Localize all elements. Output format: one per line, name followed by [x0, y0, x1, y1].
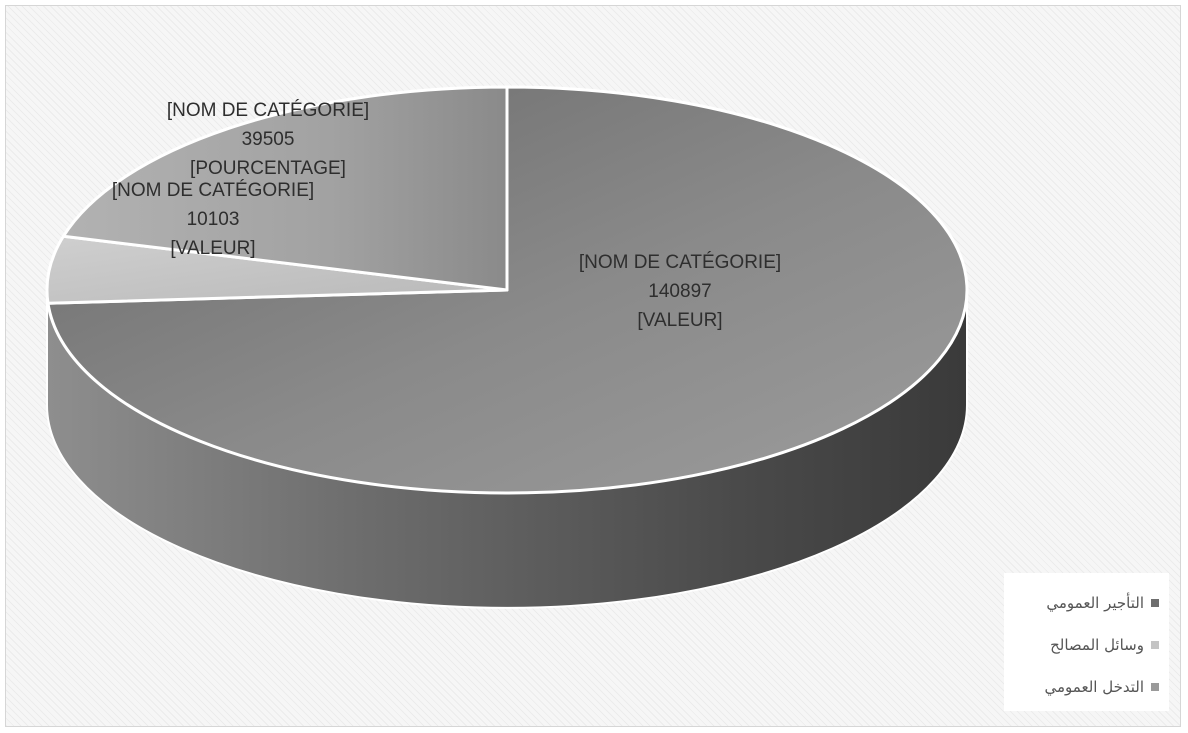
legend: التأجير العمومي وسائل المصالح التدخل العمو…	[1004, 573, 1169, 711]
legend-item-service-means: وسائل المصالح	[1004, 624, 1159, 666]
data-label-line: [NOM DE CATÉGORIE]	[579, 252, 781, 273]
legend-item-public-rental: التأجير العمومي	[1004, 582, 1159, 624]
data-label-line: [POURCENTAGE]	[190, 158, 346, 179]
legend-swatch	[1151, 683, 1159, 691]
data-label-line: [NOM DE CATÉGORIE]	[167, 100, 369, 121]
legend-item-public-intervention: التدخل العمومي	[1004, 666, 1159, 708]
data-label-line: [NOM DE CATÉGORIE]	[112, 180, 314, 201]
data-label-line: [VALEUR]	[170, 238, 255, 259]
pie-top-layer	[47, 87, 967, 493]
data-label-line: 10103	[187, 209, 240, 230]
data-label-line: 39505	[242, 129, 295, 150]
data-label-line: [VALEUR]	[637, 310, 722, 331]
legend-label: وسائل المصالح	[1050, 636, 1144, 654]
data-label-line: 140897	[648, 281, 711, 302]
legend-swatch	[1151, 599, 1159, 607]
legend-label: التأجير العمومي	[1046, 594, 1144, 612]
legend-swatch	[1151, 641, 1159, 649]
legend-label: التدخل العمومي	[1045, 678, 1144, 696]
